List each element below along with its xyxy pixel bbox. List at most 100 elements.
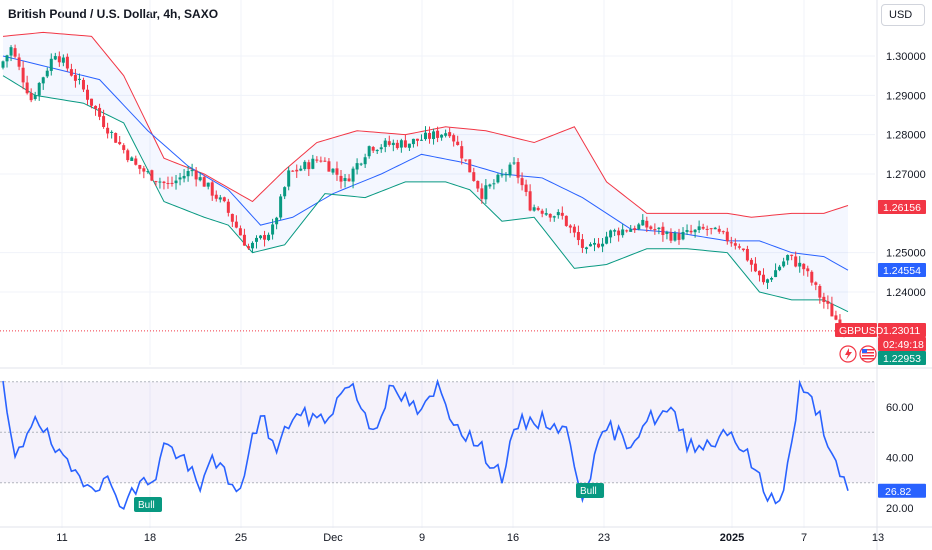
- candle-body: [106, 127, 110, 134]
- candle: [13, 44, 17, 59]
- candle-body: [536, 207, 540, 210]
- candle: [53, 52, 57, 61]
- candle-body: [407, 143, 411, 148]
- candle-body: [323, 160, 327, 162]
- candle-body: [17, 57, 21, 67]
- candle: [444, 129, 448, 138]
- time-tick-label: 9: [419, 532, 425, 544]
- candle-body: [146, 171, 150, 173]
- candle-body: [263, 235, 267, 240]
- candle-body: [464, 159, 468, 161]
- candle-body: [822, 296, 826, 303]
- candle: [98, 103, 102, 121]
- candle-body: [476, 181, 480, 189]
- candle: [114, 132, 118, 143]
- candle: [657, 227, 661, 235]
- candle-body: [508, 164, 512, 176]
- price-tick-label: 1.28000: [886, 130, 926, 142]
- candle-body: [307, 162, 311, 170]
- price-tick-label: 1.24000: [886, 287, 926, 299]
- candle: [794, 251, 798, 268]
- candle-body: [415, 138, 419, 141]
- candle-body: [790, 254, 794, 256]
- candle: [818, 284, 822, 304]
- bollinger-lower-band: [2, 75, 849, 313]
- candle: [782, 257, 786, 268]
- candle-body: [299, 168, 303, 171]
- candle: [580, 234, 584, 253]
- candle-body: [766, 279, 770, 283]
- candle: [198, 172, 202, 182]
- candle-body: [182, 175, 186, 179]
- candle: [311, 154, 315, 170]
- symbol-tag-label: GBPUSD: [839, 325, 884, 337]
- candle-body: [661, 226, 665, 235]
- candle: [576, 225, 580, 246]
- candle: [234, 215, 238, 229]
- candle: [540, 208, 544, 218]
- candle: [238, 225, 242, 236]
- candle-body: [645, 220, 649, 228]
- candle-body: [13, 48, 17, 57]
- candle: [822, 292, 826, 309]
- candle-body: [432, 131, 436, 140]
- candle-body: [593, 242, 596, 245]
- candle-body: [572, 226, 576, 233]
- candle: [725, 227, 729, 245]
- candle-body: [757, 270, 761, 276]
- candle-body: [174, 180, 178, 184]
- candle: [242, 228, 246, 246]
- price-tag-label: 1.24554: [883, 265, 921, 277]
- price-tag-label: 1.22953: [883, 353, 921, 365]
- candle-body: [436, 130, 440, 138]
- candle-body: [411, 138, 415, 145]
- candle: [222, 196, 226, 203]
- candle: [174, 175, 178, 190]
- candle-body: [621, 229, 625, 236]
- candle-body: [424, 132, 427, 140]
- us-flag-icon[interactable]: [859, 345, 877, 363]
- candle: [371, 145, 375, 154]
- candle-body: [122, 145, 126, 150]
- candle: [395, 139, 399, 150]
- candle-body: [194, 170, 198, 180]
- candle-body: [77, 78, 81, 80]
- rsi-tick-label: 20.00: [886, 503, 914, 515]
- candle-body: [512, 162, 516, 164]
- candle: [834, 310, 838, 321]
- candle-body: [154, 181, 158, 183]
- candle-body: [649, 226, 653, 229]
- rsi-value-tag-bg: [878, 483, 926, 498]
- candle-body: [794, 256, 798, 267]
- candle: [5, 54, 9, 68]
- candle-body: [391, 142, 395, 146]
- candle: [814, 281, 818, 291]
- candle-body: [753, 263, 757, 272]
- candle: [778, 264, 782, 272]
- candle-body: [33, 95, 37, 100]
- candle-body: [283, 187, 287, 197]
- candle: [182, 169, 186, 183]
- candle: [697, 220, 701, 233]
- time-tick-label: 25: [235, 532, 247, 544]
- candle-body: [395, 142, 399, 149]
- candle-body: [528, 191, 532, 211]
- currency-button[interactable]: USD: [881, 4, 925, 26]
- candle: [741, 248, 745, 252]
- candle: [315, 156, 319, 163]
- candle-body: [440, 134, 444, 138]
- candle: [77, 73, 81, 85]
- candle-body: [246, 246, 250, 249]
- chart-title: British Pound / U.S. Dollar, 4h, SAXO: [8, 7, 219, 21]
- rsi-line: [2, 378, 849, 510]
- candle: [307, 159, 311, 177]
- price-tag: 1.26156: [878, 200, 926, 214]
- candle: [689, 224, 693, 235]
- candle-body: [259, 235, 263, 239]
- flash-icon[interactable]: [839, 345, 857, 363]
- candle-body: [45, 70, 49, 77]
- candle-body: [588, 244, 592, 247]
- candle-body: [29, 93, 33, 101]
- candle: [86, 84, 89, 106]
